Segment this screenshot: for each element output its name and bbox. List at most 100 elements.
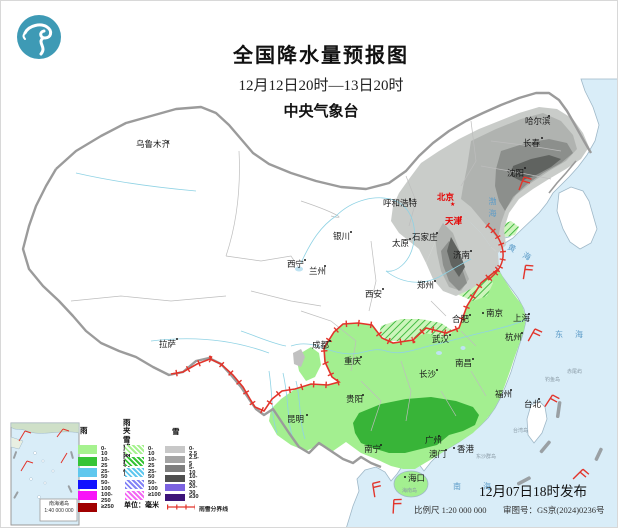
legend-swatch (125, 479, 144, 489)
city-dot-icon (538, 398, 541, 401)
province-boundaries (70, 120, 562, 432)
city-dot-icon (438, 435, 441, 438)
legend-range-value: 50-100 (148, 480, 158, 493)
legend-swatch (165, 465, 185, 473)
capital-star-icon: ★ (450, 202, 456, 208)
map-agency: 中央气象台 (283, 104, 359, 120)
city-dot-icon (470, 250, 473, 253)
city-dot-icon (528, 313, 531, 316)
city-label: 太原 (392, 238, 410, 248)
city-dot-icon (449, 334, 452, 337)
city-label: 呼和浩特 (383, 198, 418, 208)
city-dot-icon (380, 444, 383, 447)
legend-swatch (78, 491, 97, 501)
coastal-front-line (485, 222, 507, 283)
legend-backdrop (77, 417, 243, 525)
city-dot-icon (510, 389, 513, 392)
legend-column-header: 雪 (172, 427, 180, 436)
city-dot-icon (434, 280, 437, 283)
city-label: 福州 (495, 389, 513, 399)
legend-unit: 单位：毫米 (124, 502, 159, 509)
city-dot-icon (541, 137, 544, 140)
qinghai-lake (295, 266, 303, 272)
legend-swatch (78, 468, 97, 478)
inset-caption: 南海诸岛 1:40 000 000 (42, 501, 76, 514)
city-dot-icon (409, 238, 412, 241)
city-dot-icon (362, 394, 365, 397)
city-dot-icon (350, 231, 353, 234)
city-label: 南京 (486, 308, 504, 318)
legend-swatch (165, 484, 185, 492)
legend-swatch (125, 445, 144, 454)
legend-range-value: 10-25 (101, 457, 110, 469)
city-label: 香港 (457, 444, 475, 454)
legend-swatch (125, 491, 144, 501)
city-label: 澳门 (429, 449, 447, 459)
snow-area-darkest-bohai (447, 237, 465, 277)
china-national-border (55, 91, 593, 191)
island-label: 台湾岛 (513, 428, 529, 434)
legend-range-value: 0-2.5 (189, 445, 198, 458)
city-label: 广州 (425, 435, 443, 445)
island-label: 钓鱼岛 (545, 377, 561, 383)
city-label: 北京 (437, 192, 455, 202)
legend-range-value: 50-100 (101, 480, 111, 493)
legend-swatch (78, 503, 97, 512)
legend-range-value: ≥100 (148, 491, 161, 498)
sea-label: 东海 (555, 330, 595, 339)
legend-range-value: 0-10 (148, 445, 155, 458)
cma-logo (13, 11, 65, 63)
inset-scale: 1:40 000 000 (44, 507, 74, 514)
city-label: 兰州 (309, 266, 327, 276)
legend-range-value: 100-250 (101, 491, 113, 504)
city-label: 郑州 (417, 280, 435, 290)
city-dot-icon (324, 265, 327, 268)
city-dot-icon (329, 340, 332, 343)
city-dot-icon (548, 115, 551, 118)
issue-time: 12月07日18时发布 (479, 484, 587, 499)
legend-range-value: 2.5-5 (189, 455, 199, 467)
legend-range-value: 10-25 (148, 457, 157, 469)
city-dot-icon (409, 198, 412, 201)
city-label: 哈尔滨 (525, 116, 551, 126)
legend-range-value: 20-30 (189, 483, 198, 496)
city-label: 杭州 (505, 332, 523, 342)
island-label: 赤尾屿 (567, 369, 583, 375)
city-label: 重庆 (344, 356, 362, 366)
rain-snow-boundary-line (170, 266, 501, 416)
legend-boundary-line-label: 雨雪分界线 (199, 507, 228, 513)
map-title: 全国降水量预报图 (233, 45, 409, 67)
city-label: 贵阳 (346, 394, 364, 404)
city-dot-icon (472, 358, 475, 361)
city-label: 武汉 (432, 334, 450, 344)
city-label: 银川 (333, 231, 351, 241)
inset-title: 南海诸岛 (48, 501, 69, 507)
legend-range-value: 25-50 (101, 468, 110, 481)
legend-swatch (125, 456, 144, 466)
city-dot-icon (460, 216, 463, 219)
city-label: 天津 (445, 216, 463, 226)
city-label: 海口 (408, 473, 426, 483)
map-scale: 比例尺 1:20 000 000 (414, 505, 487, 515)
legend-range-value: ≥250 (101, 503, 114, 510)
south-china-sea-inset (10, 422, 80, 526)
taiwan-island (526, 400, 548, 444)
sea-area (346, 78, 617, 527)
island-label: 东沙群岛 (476, 454, 497, 460)
city-label: 乌鲁木齐 (136, 139, 171, 149)
city-label: 台北 (524, 399, 542, 409)
rain-area-medium (353, 397, 479, 453)
sea-label: 渤海 (488, 197, 497, 221)
city-label: 成都 (312, 340, 330, 350)
korea-landmass (556, 186, 598, 250)
legend-swatch (125, 468, 144, 478)
legend-swatch (78, 456, 97, 466)
city-dot-icon (360, 356, 363, 359)
city-dot-icon (404, 476, 407, 479)
legend-range-value: 5-10 (189, 464, 196, 477)
city-dot-icon (445, 449, 448, 452)
legend-range-value: 10-20 (189, 474, 198, 487)
title-block: 全国降水量预报图 12月12日20时—13日20时 中央气象台 (161, 39, 481, 121)
city-label: 拉萨 (159, 339, 177, 349)
